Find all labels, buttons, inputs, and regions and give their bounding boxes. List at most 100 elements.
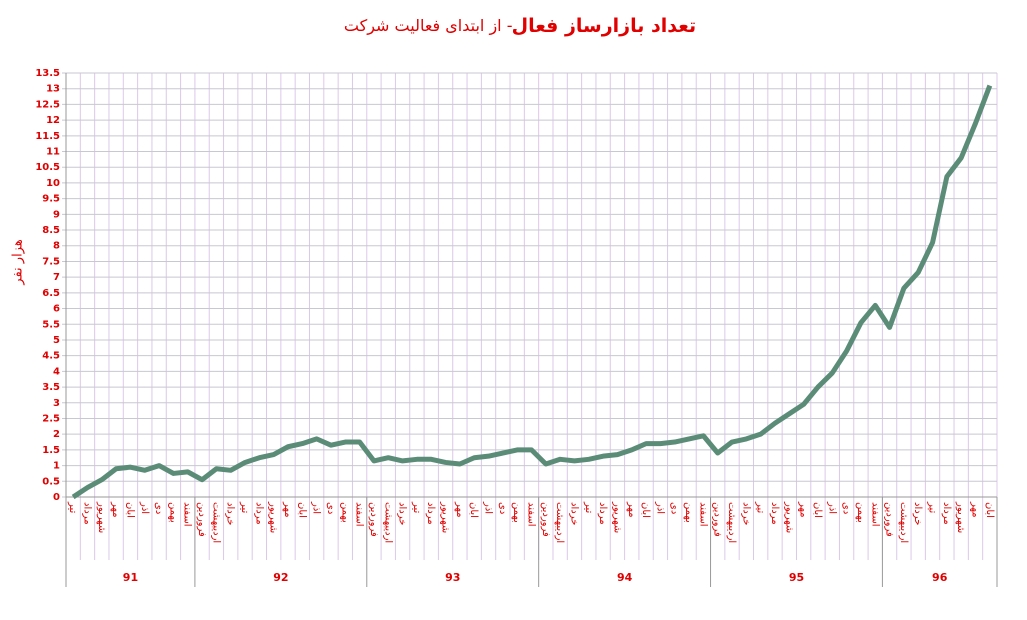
chart-title-group: تعداد بازارساز فعال - از ابتدای فعالیت ش… (344, 15, 696, 37)
x-tick-label: تیر (755, 501, 766, 514)
y-tick-label: 9 (53, 209, 60, 220)
x-tick-label: خرداد (397, 502, 408, 525)
y-tick-label: 11.5 (35, 131, 60, 142)
x-tick-label: اسفند (182, 502, 193, 526)
x-tick-label: تیر (411, 501, 422, 514)
y-tick-label: 0 (53, 492, 60, 503)
x-tick-label: اردیبهشت (382, 502, 393, 543)
x-tick-label: شهریور (440, 501, 451, 533)
y-tick-label: 11 (46, 147, 60, 158)
y-tick-label: 1.5 (42, 445, 60, 456)
x-tick-label: خرداد (740, 502, 751, 525)
x-tick-label: تیر (583, 501, 594, 514)
x-tick-label: دی (325, 502, 336, 514)
y-tick-label: 4 (53, 366, 60, 377)
year-label: 91 (123, 571, 138, 584)
y-tick-label: 4.5 (42, 351, 60, 362)
x-tick-label: اسفند (869, 502, 880, 526)
x-tick-label: مرداد (597, 502, 608, 525)
y-axis-label: هزار نفر (11, 239, 26, 286)
x-tick-label: مهر (282, 501, 293, 517)
x-tick-label: خرداد (225, 502, 236, 525)
x-tick-label: فروردین (196, 502, 207, 537)
y-tick-label: 13.5 (35, 68, 60, 79)
x-tick-label: اردیبهشت (898, 502, 909, 543)
x-tick-label: اردیبهشت (554, 502, 565, 543)
x-tick-label: شهریور (955, 501, 966, 533)
x-tick-label: مرداد (425, 502, 436, 525)
x-tick-label: فروردین (368, 502, 379, 537)
x-tick-label: دی (669, 502, 680, 514)
y-tick-label: 5 (53, 335, 60, 346)
y-tick-label: 1 (53, 461, 60, 472)
x-tick-label: بهمن (855, 502, 866, 523)
x-tick-label: دی (841, 502, 852, 514)
y-tick-label: 12.5 (35, 99, 60, 110)
y-tick-label: 3 (53, 398, 60, 409)
year-label: 93 (445, 571, 460, 584)
x-tick-label: شهریور (611, 501, 622, 533)
x-tick-label: مرداد (769, 502, 780, 525)
x-tick-label: اسفند (354, 502, 365, 526)
x-tick-label: مرداد (941, 502, 952, 525)
x-tick-label: بهمن (683, 502, 694, 523)
y-tick-label: 2 (53, 429, 60, 440)
x-tick-label: اذر (139, 501, 150, 514)
year-label: 95 (789, 571, 804, 584)
y-tick-label: 7 (53, 272, 60, 283)
year-label: 94 (617, 571, 633, 584)
y-tick-label: 10.5 (35, 162, 60, 173)
x-tick-label: تیر (239, 501, 250, 514)
y-tick-label: 12 (46, 115, 60, 126)
y-tick-label: 9.5 (42, 194, 60, 205)
x-tick-label: شهریور (268, 501, 279, 533)
x-tick-label: اسفند (526, 502, 537, 526)
y-tick-label: 0.5 (42, 476, 60, 487)
x-tick-label: مهر (970, 501, 981, 517)
y-tick-label: 6.5 (42, 288, 60, 299)
x-tick-label: ابان (124, 502, 135, 518)
x-tick-label: ابان (812, 502, 823, 518)
y-tick-label: 13 (46, 84, 60, 95)
x-tick-label: تیر (67, 501, 78, 514)
x-tick-label: بهمن (339, 502, 350, 523)
x-tick-label: دی (153, 502, 164, 514)
y-tick-label: 6 (53, 304, 60, 315)
x-tick-label: خرداد (912, 502, 923, 525)
x-tick-label: ابان (640, 502, 651, 518)
y-tick-label: 2.5 (42, 413, 60, 424)
x-tick-label: مهر (454, 501, 465, 517)
x-tick-label: اسفند (697, 502, 708, 526)
x-tick-label: شهریور (783, 501, 794, 533)
x-tick-label: اردیبهشت (210, 502, 221, 543)
x-tick-label: ابان (468, 502, 479, 518)
x-tick-label: اذر (654, 501, 665, 514)
x-tick-label: خرداد (568, 502, 579, 525)
year-label: 92 (273, 571, 288, 584)
y-tick-label: 8.5 (42, 225, 60, 236)
x-tick-label: فروردین (884, 502, 895, 537)
chart-subtitle: - از ابتدای فعالیت شرکت (344, 16, 513, 36)
x-tick-label: ابان (296, 502, 307, 518)
x-tick-label: بهمن (511, 502, 522, 523)
data-line (71, 84, 993, 500)
x-tick-label: تیر (927, 501, 938, 514)
y-tick-label: 8 (53, 241, 60, 252)
x-tick-label: فروردین (712, 502, 723, 537)
y-tick-label: 5.5 (42, 319, 60, 330)
x-tick-label: بهمن (167, 502, 178, 523)
x-tick-label: فروردین (540, 502, 551, 537)
y-tick-label: 10 (46, 178, 60, 189)
y-tick-label: 3.5 (42, 382, 60, 393)
x-tick-label: مهر (626, 501, 637, 517)
x-tick-label: اردیبهشت (726, 502, 737, 543)
x-tick-label: مهر (110, 501, 121, 517)
x-tick-label: مرداد (253, 502, 264, 525)
y-tick-label: 7.5 (42, 256, 60, 267)
year-label: 96 (932, 571, 948, 584)
x-tick-label: مهر (798, 501, 809, 517)
x-tick-label: اذر (826, 501, 837, 514)
x-tick-label: مرداد (81, 502, 92, 525)
x-tick-label: اذر (483, 501, 494, 514)
